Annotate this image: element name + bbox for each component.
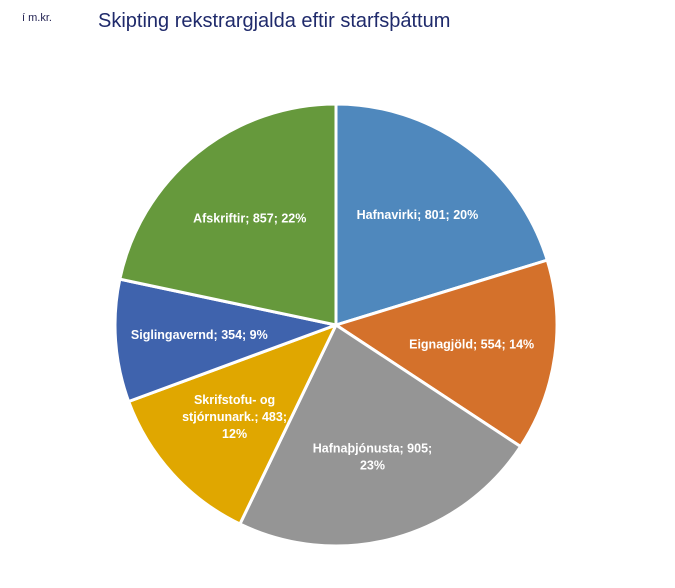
data-label-1: Hafnavirki; 801; 20%: [357, 208, 479, 222]
data-label-2: Eignagjöld; 554; 14%: [409, 337, 534, 351]
chart-title: Skipting rekstrargjalda eftir starfsþátt…: [98, 10, 451, 32]
data-label-5: Siglingavernd; 354; 9%: [131, 328, 268, 342]
data-label-6: Afskriftir; 857; 22%: [193, 212, 306, 226]
pie-slice-skrifstofu-og-stjórnunark: [127, 323, 338, 526]
pie-slice-afskriftir: [118, 102, 338, 327]
pie-slice-eignagjöld: [334, 258, 559, 449]
data-label-3: Hafnaþjónusta; 905; 23%: [313, 442, 432, 473]
pie-slice-hafnavirki: [334, 102, 549, 327]
pie-slice-siglingavernd: [113, 277, 338, 404]
data-label-4: Skrifstofu- og stjórnunark.; 483; 12%: [182, 393, 287, 441]
unit-note: í m.kr.: [22, 12, 52, 24]
